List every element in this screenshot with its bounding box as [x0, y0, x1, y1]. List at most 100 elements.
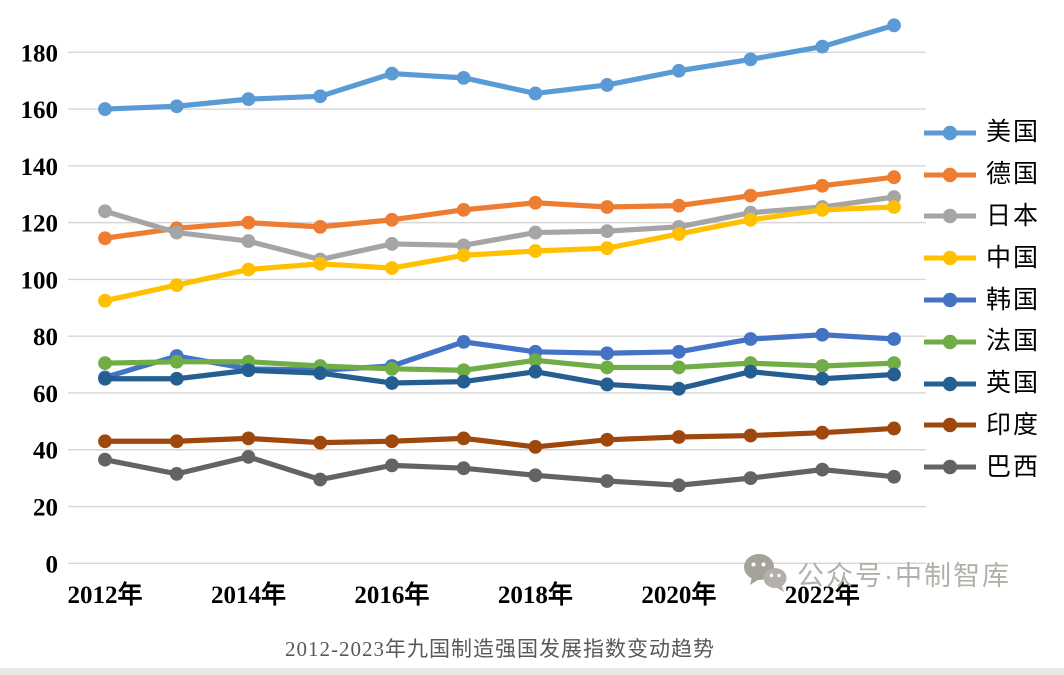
data-point-usa — [815, 39, 830, 54]
data-point-japan — [98, 204, 112, 219]
data-point-india — [815, 425, 830, 440]
data-point-usa — [600, 78, 615, 92]
data-point-india — [385, 434, 399, 449]
data-point-brazil — [887, 469, 901, 484]
y-axis-tick-label: 40 — [33, 438, 58, 465]
data-point-china — [671, 227, 686, 241]
data-point-uk — [456, 374, 471, 389]
data-point-india — [456, 431, 471, 446]
legend-item-usa: 美国 — [922, 112, 1040, 154]
series-line-germany — [102, 174, 897, 241]
data-point-japan — [600, 224, 615, 239]
legend-item-brazil: 巴西 — [922, 446, 1040, 488]
legend-item-germany: 德国 — [922, 154, 1040, 196]
data-point-usa — [743, 52, 758, 67]
y-axis-tick-label: 80 — [33, 324, 58, 351]
legend: 美国德国日本中国 韩国法国英国印度 巴西 — [922, 112, 1040, 488]
legend-label: 德国 — [986, 161, 1041, 189]
data-point-germany — [98, 231, 112, 246]
data-point-usa — [241, 92, 256, 107]
legend-label: 日本 — [986, 202, 1041, 230]
data-point-korea — [671, 344, 686, 359]
data-point-germany — [671, 198, 686, 213]
data-point-france — [98, 356, 112, 371]
series-line-france — [102, 357, 897, 373]
data-point-india — [671, 430, 686, 444]
data-point-france — [169, 354, 184, 369]
data-point-japan — [241, 234, 256, 248]
data-point-china — [169, 278, 184, 292]
data-point-uk — [600, 377, 615, 392]
data-point-india — [313, 435, 328, 450]
data-point-germany — [241, 215, 256, 230]
data-point-brazil — [743, 471, 758, 486]
data-point-india — [743, 428, 758, 443]
data-point-china — [743, 212, 758, 227]
legend-item-korea: 韩国 — [922, 279, 1040, 321]
legend-marker-icon — [924, 460, 976, 475]
data-point-japan — [528, 225, 543, 240]
data-point-brazil — [169, 466, 184, 481]
data-point-korea — [456, 334, 471, 349]
data-point-japan — [385, 237, 399, 251]
legend-label: 法国 — [986, 328, 1041, 356]
data-point-usa — [671, 63, 686, 78]
data-point-uk — [169, 371, 184, 386]
data-point-india — [887, 421, 901, 436]
data-point-germany — [313, 219, 328, 234]
data-point-china — [887, 200, 901, 214]
data-point-usa — [169, 99, 184, 114]
series-line-china — [102, 204, 897, 304]
data-point-china — [815, 202, 830, 217]
y-axis-tick-label: 60 — [33, 381, 58, 408]
legend-label: 英国 — [986, 370, 1041, 398]
legend-item-india: 印度 — [922, 405, 1040, 447]
x-axis-tick-label: 2014年 — [211, 580, 286, 609]
data-point-france — [528, 353, 543, 368]
bottom-strip — [0, 668, 1064, 675]
legend-marker-icon — [924, 292, 976, 308]
data-point-brazil — [241, 449, 256, 464]
data-point-korea — [887, 332, 901, 346]
data-point-usa — [887, 18, 901, 33]
data-point-germany — [815, 178, 830, 193]
series-line-uk — [102, 367, 897, 392]
legend-marker-icon — [924, 334, 976, 350]
legend-marker-icon — [924, 376, 976, 391]
data-point-germany — [456, 202, 471, 217]
data-point-india — [600, 432, 615, 447]
data-point-france — [671, 360, 686, 375]
data-point-japan — [887, 190, 901, 204]
legend-marker-icon — [924, 418, 976, 433]
x-axis-tick-label: 2012年 — [67, 580, 142, 609]
legend-item-china: 中国 — [922, 237, 1040, 279]
data-point-germany — [385, 212, 399, 227]
data-point-brazil — [98, 452, 112, 467]
data-point-japan — [169, 225, 184, 240]
data-point-france — [456, 363, 471, 378]
y-axis-tick-label: 0 — [46, 551, 59, 578]
y-axis-tick-label: 100 — [21, 267, 59, 294]
line-chart: 0 20 40 60 80 100 120 140 160 180 2012年 2014年 2016年 2… — [21, 18, 926, 609]
legend-marker-icon — [924, 125, 976, 141]
legend-label: 美国 — [986, 119, 1041, 147]
x-axis-tick-label: 2016年 — [354, 580, 429, 609]
data-point-germany — [743, 188, 758, 203]
data-point-usa — [98, 102, 112, 116]
data-point-usa — [528, 86, 543, 101]
data-point-brazil — [600, 474, 615, 488]
data-point-india — [241, 431, 256, 446]
data-point-germany — [600, 200, 615, 214]
data-point-korea — [600, 346, 615, 361]
data-point-china — [385, 261, 399, 275]
data-point-usa — [456, 70, 471, 85]
data-point-china — [600, 241, 615, 256]
data-point-brazil — [528, 468, 543, 483]
y-axis-tick-label: 160 — [21, 97, 59, 124]
data-point-uk — [671, 381, 686, 396]
legend-marker-icon — [924, 167, 976, 182]
data-point-india — [169, 434, 184, 449]
data-point-germany — [887, 170, 901, 185]
series-line-korea — [102, 332, 897, 380]
